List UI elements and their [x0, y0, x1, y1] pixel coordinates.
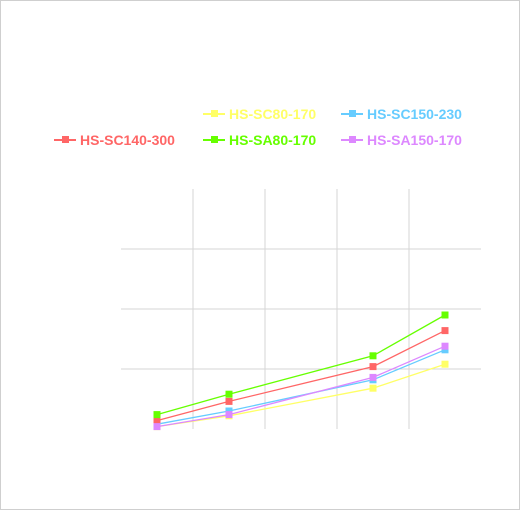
- data-point-marker: [225, 397, 233, 405]
- data-point-marker: [153, 423, 161, 431]
- data-point-marker: [225, 407, 233, 415]
- data-point-marker: [369, 352, 377, 360]
- data-point-marker: [441, 342, 449, 350]
- data-point-marker: [225, 411, 233, 419]
- legend-item-hs-sc150-230: HS-SC150-230: [341, 105, 462, 123]
- legend-swatch-icon: [203, 107, 225, 121]
- data-point-marker: [441, 360, 449, 368]
- legend-label: HS-SC150-230: [367, 106, 462, 122]
- legend-item-hs-sa80-170: HS-SA80-170: [203, 131, 316, 149]
- data-point-marker: [369, 384, 377, 392]
- legend-label: HS-SC140-300: [80, 132, 175, 148]
- legend-item-hs-sc80-170: HS-SC80-170: [203, 105, 316, 123]
- data-point-marker: [441, 311, 449, 319]
- data-point-marker: [153, 411, 161, 419]
- legend-label: HS-SC80-170: [229, 106, 317, 122]
- series-line: [156, 314, 446, 416]
- data-point-marker: [225, 390, 233, 398]
- legend-swatch-icon: [341, 107, 363, 121]
- data-point-marker: [441, 327, 449, 335]
- data-point-marker: [153, 417, 161, 425]
- legend-item-hs-sc140-300: HS-SC140-300: [54, 131, 175, 149]
- legend-item-hs-sa150-170: HS-SA150-170: [341, 131, 462, 149]
- series-line: [156, 349, 446, 425]
- legend-swatch-icon: [203, 133, 225, 147]
- legend-label: HS-SA150-170: [367, 132, 462, 148]
- data-point-marker: [441, 346, 449, 354]
- series-line: [156, 345, 446, 428]
- data-point-marker: [369, 373, 377, 381]
- data-point-marker: [369, 363, 377, 371]
- legend-label: HS-SA80-170: [229, 132, 317, 148]
- series-line: [156, 330, 446, 422]
- legend-swatch-icon: [341, 133, 363, 147]
- legend-swatch-icon: [54, 133, 76, 147]
